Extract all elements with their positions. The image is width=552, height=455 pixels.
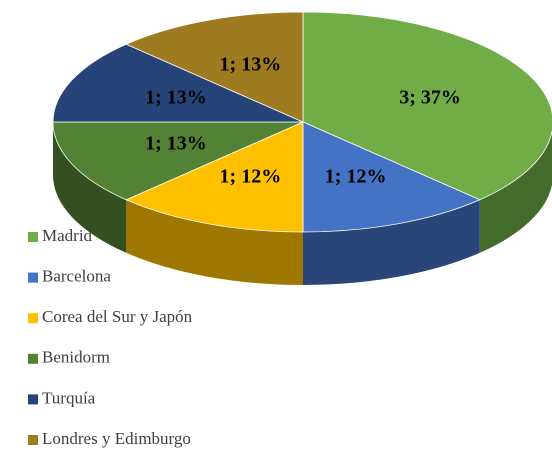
slice [52,43,304,123]
slice-side-shade [126,199,304,285]
data-label: 1; 12% [325,165,387,187]
slice [125,121,304,233]
legend-swatch [28,272,38,283]
legend-label: Benidorm [42,348,110,367]
slice-side [53,122,127,253]
slice [302,11,552,201]
data-label: 1; 13% [145,86,207,108]
legend-label: Corea del Sur y Japón [42,307,193,326]
slice [125,11,304,123]
slice-side-shade [303,199,480,285]
legend-label: Londres y Edimburgo [42,429,191,448]
data-label: 1; 13% [145,133,207,155]
data-label: 3; 37% [399,86,461,108]
legend-swatch [28,435,38,445]
slice-side [303,199,480,285]
slice-side [126,199,304,285]
slice [302,121,481,233]
slice [52,121,304,201]
data-label: 1; 13% [220,54,282,76]
legend-swatch [28,353,38,364]
legend-label: Turquía [42,388,96,407]
legend-label: Barcelona [42,267,111,286]
legend-swatch [28,394,38,405]
legend-label: Madrid [42,226,93,245]
slice-side [479,131,552,253]
legend-swatch [28,232,38,242]
data-label: 1; 12% [220,165,282,187]
slice-side-shade [53,122,127,253]
legend-swatch [28,313,38,324]
slice-side-shade [479,131,552,253]
